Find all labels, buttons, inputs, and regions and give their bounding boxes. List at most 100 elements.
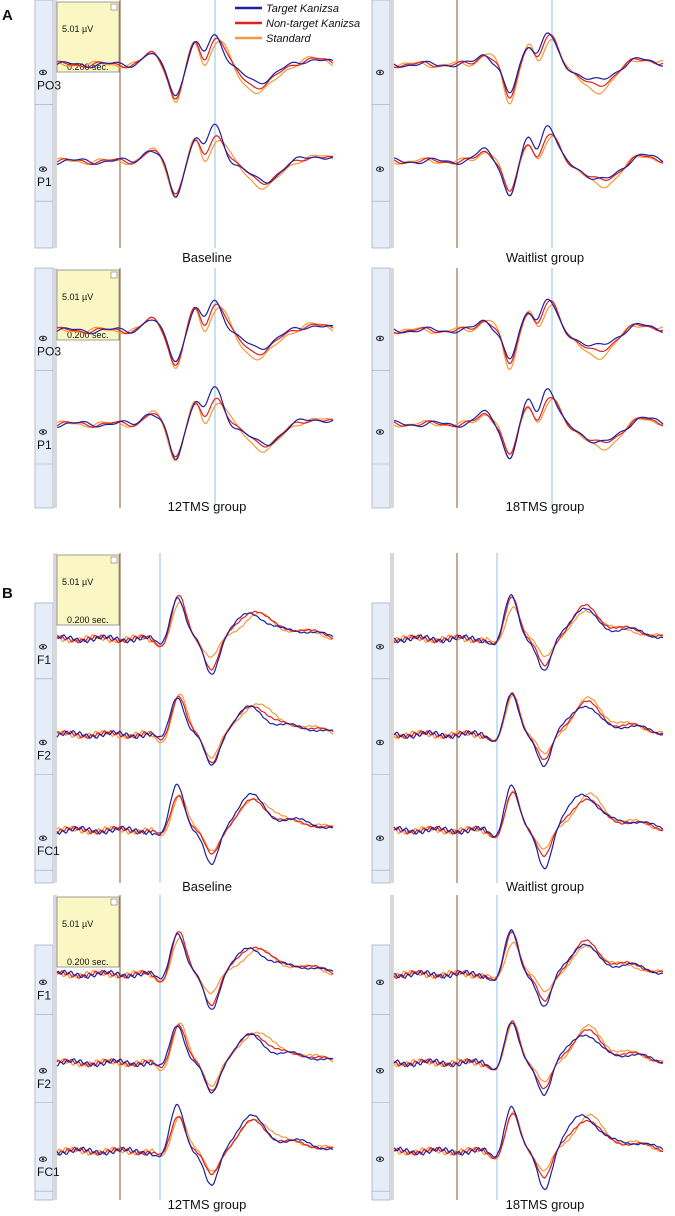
eye-pupil — [41, 71, 45, 74]
group-caption: 18TMS group — [506, 1197, 585, 1212]
eye-pupil — [378, 1069, 382, 1072]
scale-amplitude: 5.01 µV — [62, 577, 93, 587]
waveform — [56, 40, 334, 103]
waveform — [56, 932, 334, 1010]
scale-amplitude: 5.01 µV — [62, 24, 93, 34]
eye-pupil — [378, 430, 382, 434]
eye-icon — [39, 335, 47, 342]
channel-label: P1 — [37, 438, 52, 452]
scale-amplitude: 5.01 µV — [62, 919, 93, 929]
channel-strip-inner — [390, 895, 394, 1200]
waveform — [393, 299, 664, 365]
channel-label: F2 — [37, 749, 51, 763]
channel-label: PO3 — [37, 78, 61, 92]
eye-pupil — [378, 71, 382, 74]
waveform — [393, 790, 664, 850]
waveform — [393, 1111, 664, 1172]
eye-pupil — [41, 1069, 45, 1072]
scale-corner — [110, 898, 118, 906]
waveform — [56, 397, 334, 458]
waveform — [393, 125, 664, 197]
waveform — [56, 1115, 334, 1172]
waveform — [393, 791, 664, 858]
legend-label: Target Kanizsa — [266, 3, 339, 15]
waveform — [393, 593, 664, 671]
channel-label: F1 — [37, 653, 51, 667]
waveform — [393, 1105, 664, 1191]
waveform — [56, 386, 334, 460]
waveform — [393, 692, 664, 761]
group-caption: Waitlist group — [506, 879, 584, 894]
eye-pupil — [378, 741, 382, 744]
waveform — [393, 396, 664, 455]
group-caption: 12TMS group — [168, 1197, 247, 1212]
group-caption: 18TMS group — [506, 499, 585, 514]
channel-strip — [34, 267, 54, 509]
scale-corner — [110, 556, 118, 564]
eye-pupil — [41, 337, 45, 340]
waveform — [56, 137, 334, 199]
waveform — [393, 398, 664, 460]
eye-icon — [39, 644, 47, 650]
channel-label: P1 — [37, 175, 52, 189]
waveform — [56, 34, 334, 97]
waveform — [57, 1116, 334, 1176]
waveform — [393, 1019, 664, 1090]
panel-label: B — [2, 585, 13, 602]
eye-icon — [39, 739, 47, 746]
waveform — [56, 135, 334, 195]
waveform — [393, 38, 664, 105]
eye-icon — [39, 835, 47, 841]
eye-icon — [376, 166, 384, 172]
waveform — [56, 695, 334, 764]
eye-icon — [376, 835, 384, 841]
waveform — [56, 123, 334, 198]
waveform — [393, 784, 664, 870]
waveform — [56, 794, 334, 852]
eye-icon — [39, 979, 47, 985]
eye-pupil — [41, 168, 45, 171]
eye-pupil — [378, 837, 382, 840]
waveform — [56, 1025, 334, 1094]
waveform — [56, 303, 334, 366]
scale-box — [56, 554, 120, 626]
channel-label: FC1 — [37, 1165, 60, 1179]
eye-pupil — [378, 645, 382, 648]
waveform — [56, 1023, 334, 1091]
eye-pupil — [41, 741, 45, 744]
eye-icon — [376, 429, 384, 435]
channel-label: PO3 — [37, 344, 61, 358]
eye-icon — [376, 1156, 384, 1162]
eye-icon — [376, 69, 384, 76]
channel-strip-inner — [53, 0, 57, 248]
waveform — [56, 596, 334, 675]
eye-pupil — [378, 981, 382, 984]
group-caption: Waitlist group — [506, 250, 584, 265]
scale-corner — [110, 271, 118, 279]
eye-pupil — [378, 168, 382, 171]
scale-time: 0.200 sec. — [67, 615, 109, 625]
channel-strip — [34, 0, 54, 249]
scale-box — [56, 896, 120, 968]
group-caption: Baseline — [182, 879, 232, 894]
waveform — [56, 693, 334, 759]
eye-icon — [39, 1068, 47, 1074]
scale-time: 0.200 sec. — [67, 957, 109, 967]
waveform — [393, 693, 664, 768]
channel-label: F2 — [37, 1077, 51, 1091]
eye-icon — [376, 739, 384, 746]
channel-strip-inner — [390, 0, 394, 248]
eye-pupil — [41, 981, 45, 984]
waveform — [56, 1022, 334, 1088]
channel-strip-inner — [390, 553, 394, 883]
waveform — [393, 931, 663, 1002]
waveform — [56, 601, 334, 659]
channel-strip-inner — [53, 268, 57, 508]
eye-icon — [39, 69, 47, 76]
eye-icon — [39, 1156, 47, 1162]
waveform — [56, 1103, 334, 1186]
eye-pupil — [378, 1158, 382, 1161]
eye-icon — [376, 979, 384, 985]
waveform — [393, 133, 664, 192]
